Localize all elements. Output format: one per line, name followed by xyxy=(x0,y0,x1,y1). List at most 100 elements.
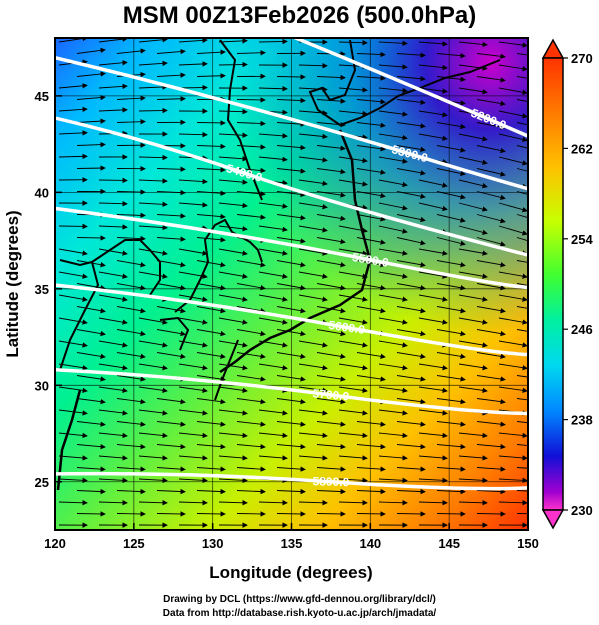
wind-streamline-arrow xyxy=(138,178,168,184)
wind-streamline-arrow xyxy=(196,49,226,55)
wind-streamline-arrow xyxy=(196,329,226,337)
wind-streamline-arrow xyxy=(476,306,506,314)
wind-streamline-arrow xyxy=(116,235,146,242)
wind-streamline-arrow xyxy=(156,488,186,495)
wind-streamline-arrow xyxy=(516,168,528,172)
wind-streamline-arrow xyxy=(316,237,346,245)
wind-streamline-arrow xyxy=(356,122,386,128)
wind-streamline-arrow xyxy=(98,386,128,394)
wind-streamline-arrow xyxy=(298,409,328,416)
wind-streamline-arrow xyxy=(178,409,208,416)
wind-streamline-arrow xyxy=(356,283,386,291)
temperature-field: 5200.05300.05400.05500.05600.05700.05800… xyxy=(55,38,528,530)
credit-line-1: Drawing by DCL (https://www.gfd-dennou.o… xyxy=(163,594,436,605)
wind-streamline-arrow xyxy=(76,375,106,382)
wind-streamline-arrow xyxy=(396,511,426,517)
wind-streamline-arrow xyxy=(436,76,466,82)
wind-streamline-arrow xyxy=(276,511,306,517)
wind-streamline-arrow xyxy=(476,145,506,154)
wind-streamline-arrow xyxy=(378,455,408,461)
wind-streamline-arrow xyxy=(276,121,306,127)
wind-streamline-arrow xyxy=(236,375,266,382)
wind-streamline-arrow xyxy=(418,409,448,416)
wind-streamline-arrow xyxy=(138,455,168,461)
height-contour-line xyxy=(291,38,528,138)
wind-streamline-arrow xyxy=(516,329,528,332)
wind-streamline-arrow xyxy=(218,363,248,371)
wind-streamline-arrow xyxy=(218,179,248,185)
wind-streamline-arrow xyxy=(276,168,306,174)
wind-streamline-arrow xyxy=(76,235,106,241)
wind-streamline-arrow xyxy=(58,477,88,484)
wind-streamline-arrow xyxy=(378,363,408,371)
wind-streamline-arrow xyxy=(178,432,208,439)
wind-streamline-arrow xyxy=(116,119,146,125)
wind-streamline-arrow xyxy=(156,421,186,427)
wind-streamline-arrow xyxy=(236,283,266,291)
wind-streamline-arrow xyxy=(498,64,528,72)
wind-streamline-arrow xyxy=(418,500,448,506)
x-tick-label: 135 xyxy=(281,536,303,551)
wind-streamline-arrow xyxy=(458,133,488,142)
wind-streamline-arrow xyxy=(76,421,106,427)
wind-streamline-arrow xyxy=(276,306,306,314)
wind-streamline-arrow xyxy=(58,106,88,113)
x-tick-label: 140 xyxy=(359,536,381,551)
x-tick-label: 150 xyxy=(517,536,539,551)
wind-streamline-arrow xyxy=(436,283,466,291)
wind-streamline-arrow xyxy=(396,398,426,405)
wind-streamline-arrow xyxy=(178,455,208,461)
height-contour-line xyxy=(55,367,528,416)
figure-title: MSM 00Z13Feb2026 (500.0hPa) xyxy=(122,2,477,29)
wind-streamline-arrow xyxy=(218,409,248,416)
wind-streamline-arrow xyxy=(58,294,88,302)
wind-streamline-arrow xyxy=(498,386,528,394)
wind-streamline-arrow xyxy=(236,398,266,405)
wind-streamline-arrow xyxy=(476,237,506,247)
wind-streamline-arrow xyxy=(378,477,408,484)
wind-streamline-arrow xyxy=(218,225,248,232)
wind-streamline-arrow xyxy=(418,248,448,256)
wind-streamline-arrow xyxy=(98,477,128,484)
wind-streamline-arrow xyxy=(218,271,248,279)
wind-streamline-arrow xyxy=(138,201,168,207)
wind-streamline-arrow xyxy=(196,260,226,268)
wind-streamline-arrow xyxy=(116,511,146,517)
wind-streamline-arrow xyxy=(236,260,266,268)
wind-streamline-arrow xyxy=(338,39,368,46)
wind-streamline-arrow xyxy=(378,179,408,188)
wind-streamline-arrow xyxy=(338,110,368,117)
wind-streamline-arrow xyxy=(436,466,466,472)
wind-streamline-arrow xyxy=(258,133,288,139)
wind-streamline-arrow xyxy=(298,363,328,371)
wind-streamline-arrow xyxy=(276,191,306,198)
colorbar-tick-label: 262 xyxy=(571,141,593,156)
wind-streamline-arrow xyxy=(418,179,448,188)
wind-streamline-arrow xyxy=(196,488,226,495)
wind-streamline-arrow xyxy=(476,352,506,359)
wind-streamline-arrow xyxy=(316,214,346,221)
wind-streamline-arrow xyxy=(98,107,128,113)
wind-streamline-arrow xyxy=(476,76,506,83)
wind-streamline-arrow xyxy=(396,99,426,105)
wind-streamline-arrow xyxy=(236,144,266,150)
wind-streamline-arrow xyxy=(378,133,408,141)
wind-streamline-arrow xyxy=(76,488,106,495)
wind-streamline-arrow xyxy=(356,488,386,495)
wind-streamline-arrow xyxy=(316,375,346,382)
wind-streamline-arrow xyxy=(436,52,466,59)
wind-streamline-arrow xyxy=(196,73,226,79)
wind-streamline-arrow xyxy=(396,329,426,337)
wind-streamline-arrow xyxy=(258,271,288,279)
x-axis-label: Longitude (degrees) xyxy=(209,563,372,582)
wind-streamline-arrow xyxy=(178,61,208,67)
wind-streamline-arrow xyxy=(196,213,226,220)
wind-streamline-arrow xyxy=(236,191,266,197)
wind-streamline-arrow xyxy=(258,202,288,209)
wind-streamline-arrow xyxy=(498,271,528,279)
wind-streamline-arrow xyxy=(516,398,528,401)
wind-streamline-arrow xyxy=(378,40,408,46)
wind-streamline-arrow xyxy=(476,283,506,291)
wind-streamline-arrow xyxy=(458,294,488,302)
